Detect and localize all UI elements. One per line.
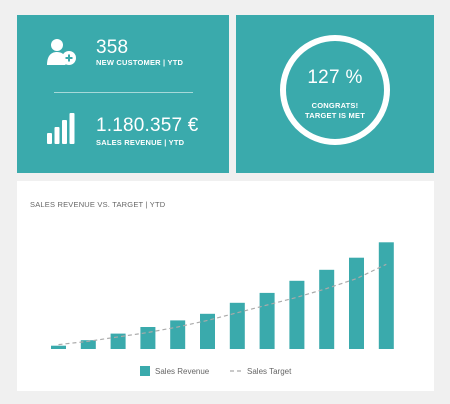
kpi-sales-revenue: 1.180.357 € SALES REVENUE | YTD	[17, 95, 229, 165]
revenue-bar	[319, 269, 335, 349]
revenue-bar	[349, 257, 364, 349]
chart-title: SALES REVENUE VS. TARGET | YTD	[30, 200, 166, 209]
sales-revenue-value: 1.180.357 €	[96, 115, 199, 136]
legend-swatch-sales-revenue	[140, 366, 150, 376]
bar-chart-icon	[47, 113, 75, 144]
add-user-icon	[47, 39, 76, 65]
target-message-line1: CONGRATS!	[311, 101, 359, 110]
target-percentage: 127 %	[307, 67, 363, 88]
revenue-bar	[200, 313, 215, 349]
sales-target-line	[58, 263, 387, 346]
revenue-bar	[170, 320, 186, 349]
revenue-bar	[140, 327, 156, 349]
kpi-new-customers: 358 NEW CUSTOMER | YTD	[17, 15, 229, 85]
chart-legend: Sales Revenue Sales Target	[140, 366, 292, 376]
revenue-bar	[259, 292, 275, 349]
revenue-bar	[80, 340, 96, 349]
revenue-bar	[51, 345, 66, 349]
revenue-bar	[378, 242, 394, 349]
revenue-bar	[229, 302, 245, 349]
sales-chart: Sales Revenue Sales Target	[51, 242, 394, 376]
legend-label-sales-target: Sales Target	[247, 367, 292, 376]
kpi-tile: 358 NEW CUSTOMER | YTD 1.180.357 € SALES…	[17, 15, 229, 173]
new-customers-value: 358	[96, 37, 129, 58]
target-message-line2: TARGET IS MET	[305, 111, 365, 120]
bars-group	[51, 242, 394, 349]
kpi-divider	[54, 92, 193, 93]
revenue-bar	[289, 280, 305, 349]
target-message: CONGRATS! TARGET IS MET	[286, 101, 384, 121]
chart-panel: SALES REVENUE VS. TARGET | YTD Sales Rev…	[17, 181, 434, 391]
target-ring: 127 % CONGRATS! TARGET IS MET	[280, 35, 390, 145]
sales-revenue-label: SALES REVENUE | YTD	[96, 138, 185, 147]
legend-label-sales-revenue: Sales Revenue	[155, 367, 210, 376]
new-customers-label: NEW CUSTOMER | YTD	[96, 58, 184, 67]
target-tile: 127 % CONGRATS! TARGET IS MET	[236, 15, 434, 173]
